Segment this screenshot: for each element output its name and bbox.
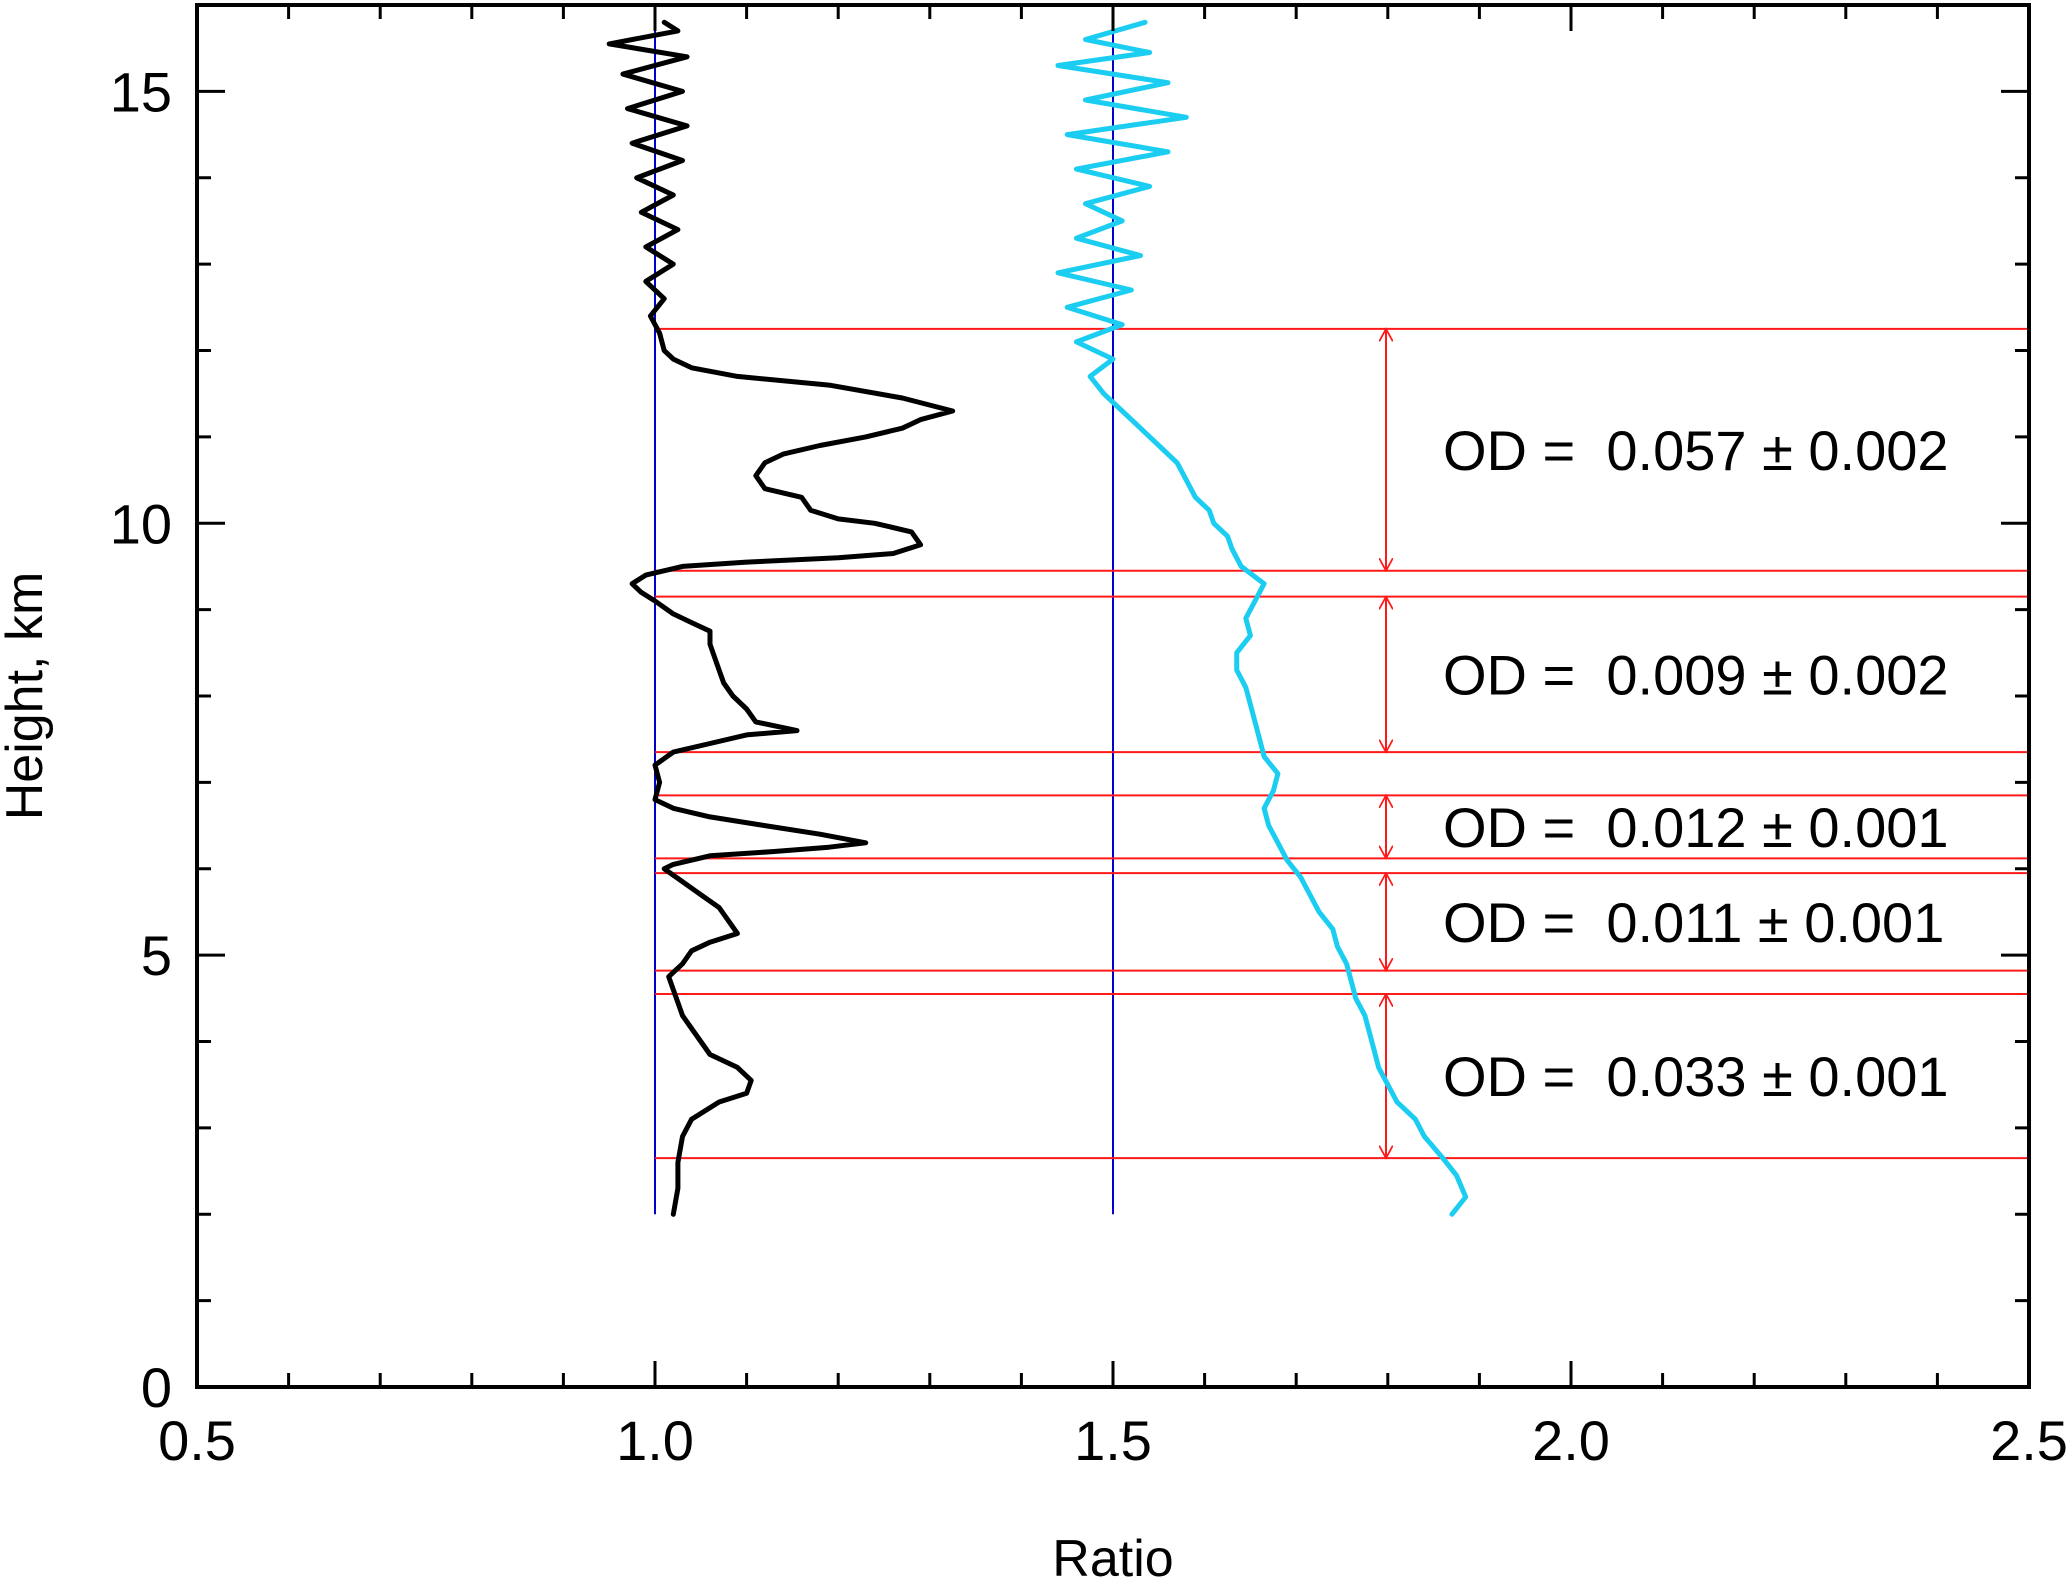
series-layer <box>606 19 1469 1217</box>
od-label: OD = 0.012 ± 0.001 <box>1443 796 1949 859</box>
od-label: OD = 0.033 ± 0.001 <box>1443 1045 1949 1108</box>
od-label: OD = 0.057 ± 0.002 <box>1443 419 1949 482</box>
reference-lines <box>654 5 1114 1215</box>
x-tick-label: 1.0 <box>616 1409 694 1472</box>
x-tick-label: 0.5 <box>158 1409 236 1472</box>
tick-labels: 0.5 1.0 1.5 2.0 2.5 0 5 10 15 <box>110 60 2067 1472</box>
tick-marks <box>195 3 2031 1389</box>
y-tick-label: 10 <box>110 492 172 555</box>
series-black-line <box>606 19 956 1217</box>
series-cyan-line <box>1055 19 1469 1217</box>
layer-markers <box>655 329 2029 1158</box>
y-tick-label: 15 <box>110 60 172 123</box>
od-label: OD = 0.009 ± 0.002 <box>1443 643 1949 706</box>
x-tick-label: 1.5 <box>1074 1409 1152 1472</box>
x-tick-label: 2.5 <box>1990 1409 2067 1472</box>
od-labels: OD = 0.057 ± 0.002 OD = 0.009 ± 0.002 OD =… <box>1443 419 1949 1108</box>
y-tick-label: 0 <box>141 1356 172 1419</box>
x-tick-label: 2.0 <box>1532 1409 1610 1472</box>
y-axis-label: Height, km <box>0 572 54 821</box>
y-tick-label: 5 <box>141 924 172 987</box>
x-axis-label: Ratio <box>1052 1530 1173 1586</box>
od-label: OD = 0.011 ± 0.001 <box>1443 891 1944 954</box>
